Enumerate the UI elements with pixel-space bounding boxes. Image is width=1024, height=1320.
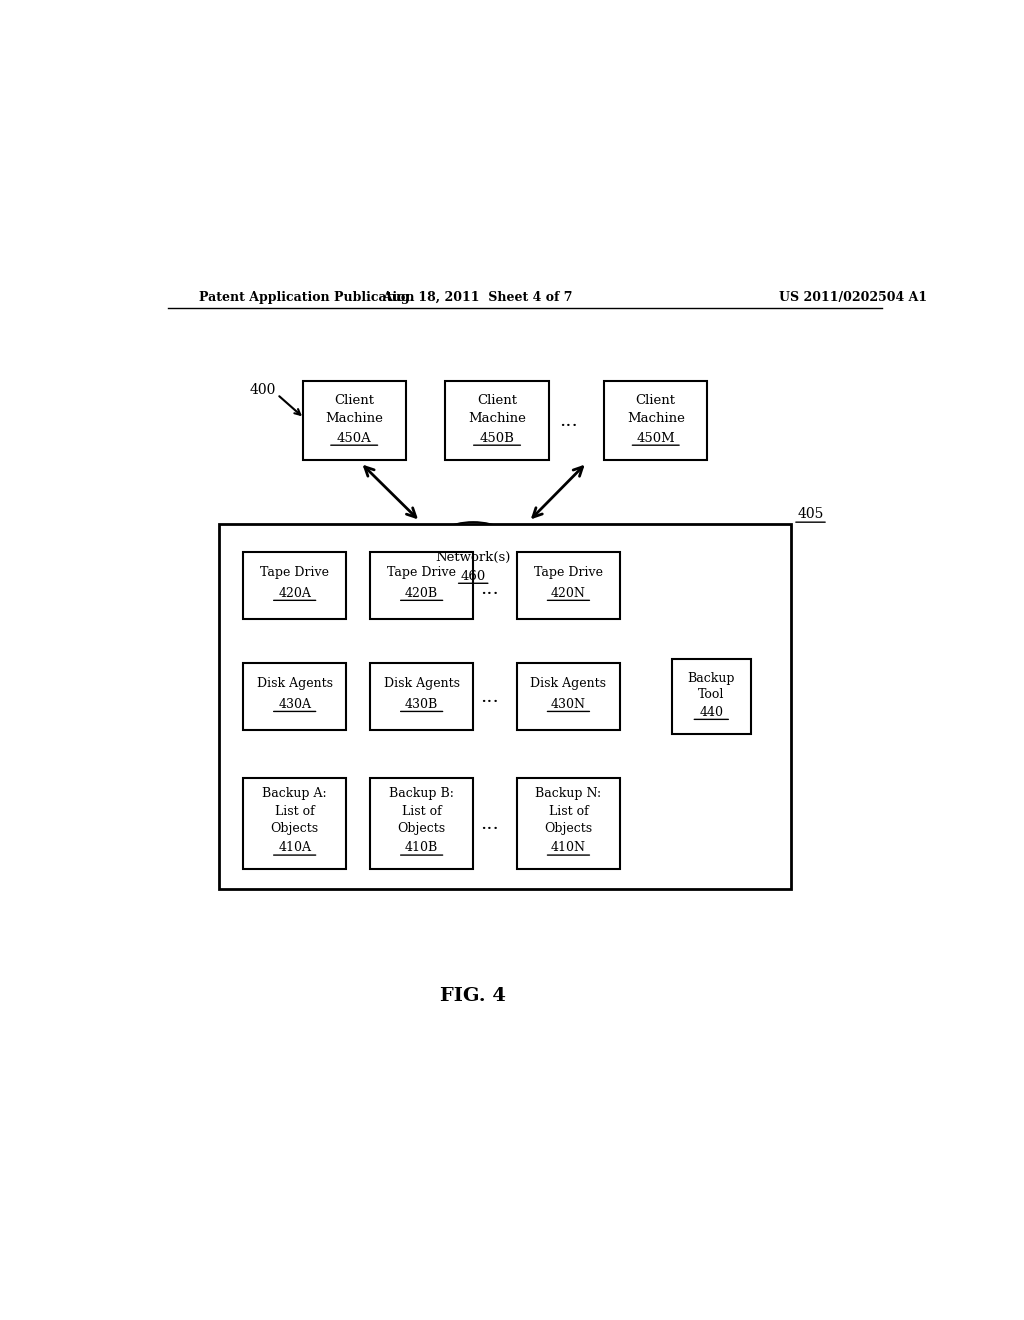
- Ellipse shape: [475, 533, 548, 581]
- Text: 460: 460: [461, 570, 485, 582]
- Ellipse shape: [429, 523, 517, 574]
- FancyBboxPatch shape: [370, 663, 473, 730]
- Text: ...: ...: [479, 579, 499, 598]
- Text: Machine: Machine: [627, 412, 685, 425]
- Text: Backup: Backup: [687, 672, 735, 685]
- Ellipse shape: [438, 560, 508, 598]
- FancyBboxPatch shape: [517, 777, 620, 869]
- FancyBboxPatch shape: [672, 659, 751, 734]
- Text: 450A: 450A: [337, 432, 372, 445]
- Ellipse shape: [384, 548, 450, 590]
- Text: Backup N:: Backup N:: [536, 787, 601, 800]
- Text: 440: 440: [699, 706, 723, 718]
- Text: Client: Client: [334, 395, 374, 408]
- Text: Machine: Machine: [326, 412, 383, 425]
- Text: Objects: Objects: [397, 822, 445, 836]
- Text: FIG. 4: FIG. 4: [440, 987, 506, 1005]
- Text: Backup A:: Backup A:: [262, 787, 327, 800]
- Text: ...: ...: [559, 412, 578, 429]
- Text: Network(s): Network(s): [435, 550, 511, 564]
- Text: Backup B:: Backup B:: [389, 787, 454, 800]
- Text: 410A: 410A: [279, 841, 311, 854]
- Text: Machine: Machine: [468, 412, 526, 425]
- Text: Objects: Objects: [545, 822, 593, 836]
- Text: 420N: 420N: [551, 586, 586, 599]
- Text: 430A: 430A: [279, 698, 311, 710]
- FancyBboxPatch shape: [243, 663, 346, 730]
- FancyBboxPatch shape: [243, 552, 346, 619]
- Text: List of: List of: [401, 805, 441, 818]
- Text: ...: ...: [479, 814, 499, 833]
- Ellipse shape: [398, 533, 471, 581]
- Text: List of: List of: [549, 805, 589, 818]
- Text: Disk Agents: Disk Agents: [384, 677, 460, 690]
- Text: 400: 400: [250, 383, 276, 397]
- Text: 410N: 410N: [551, 841, 586, 854]
- Ellipse shape: [497, 548, 562, 590]
- Ellipse shape: [462, 554, 524, 593]
- Text: Tape Drive: Tape Drive: [534, 566, 603, 579]
- FancyBboxPatch shape: [303, 381, 406, 461]
- Text: 430N: 430N: [551, 698, 586, 710]
- Text: 420B: 420B: [406, 586, 438, 599]
- Ellipse shape: [422, 554, 484, 593]
- Text: 405: 405: [798, 507, 823, 521]
- Text: Disk Agents: Disk Agents: [257, 677, 333, 690]
- Text: Tape Drive: Tape Drive: [260, 566, 329, 579]
- FancyBboxPatch shape: [445, 381, 549, 461]
- Text: ...: ...: [479, 688, 499, 706]
- FancyBboxPatch shape: [243, 777, 346, 869]
- Text: Aug. 18, 2011  Sheet 4 of 7: Aug. 18, 2011 Sheet 4 of 7: [382, 292, 572, 304]
- Text: 430B: 430B: [406, 698, 438, 710]
- Text: 450M: 450M: [636, 432, 675, 445]
- FancyBboxPatch shape: [370, 552, 473, 619]
- Text: 450B: 450B: [479, 432, 514, 445]
- Text: Disk Agents: Disk Agents: [530, 677, 606, 690]
- Text: Tape Drive: Tape Drive: [387, 566, 456, 579]
- Text: Patent Application Publication: Patent Application Publication: [200, 292, 415, 304]
- Text: Objects: Objects: [270, 822, 318, 836]
- Text: List of: List of: [274, 805, 314, 818]
- FancyBboxPatch shape: [517, 552, 620, 619]
- FancyBboxPatch shape: [219, 524, 791, 888]
- FancyBboxPatch shape: [370, 777, 473, 869]
- Text: 410B: 410B: [406, 841, 438, 854]
- Text: US 2011/0202504 A1: US 2011/0202504 A1: [778, 292, 927, 304]
- Text: Client: Client: [477, 395, 517, 408]
- Text: 420A: 420A: [279, 586, 311, 599]
- FancyBboxPatch shape: [604, 381, 708, 461]
- Text: Client: Client: [636, 395, 676, 408]
- Text: Tool: Tool: [698, 688, 725, 701]
- FancyBboxPatch shape: [517, 663, 620, 730]
